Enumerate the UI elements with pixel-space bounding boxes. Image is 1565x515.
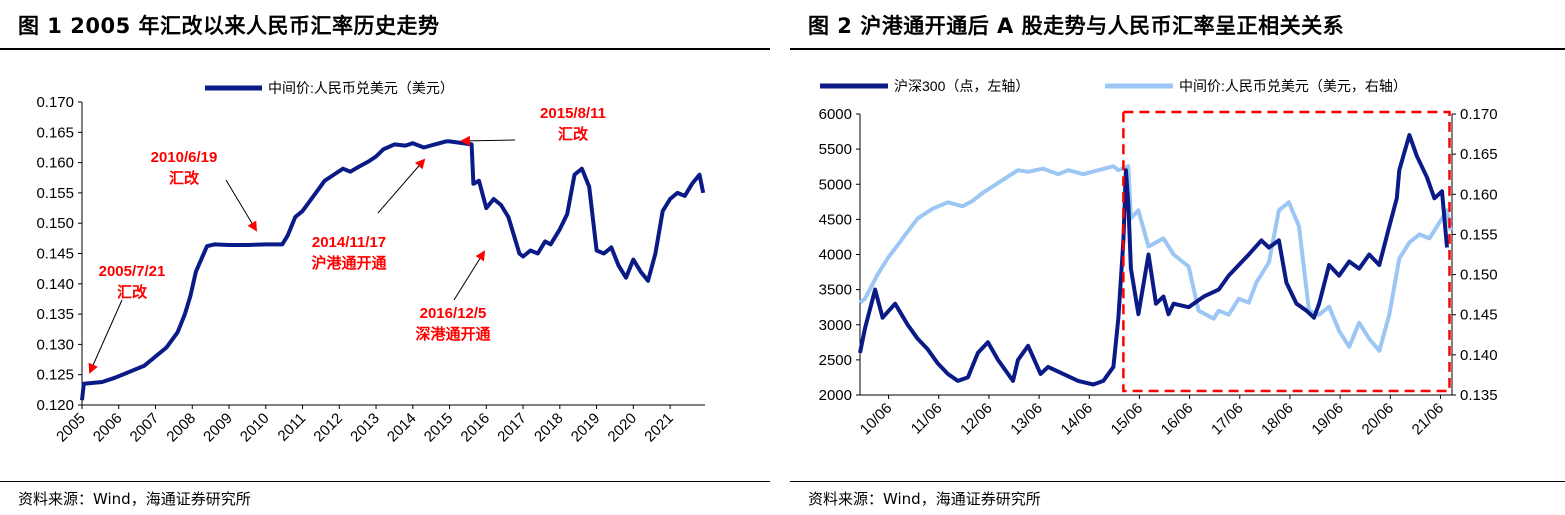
x-tick-label: 2020 (605, 410, 641, 446)
annotation-arrow (460, 135, 516, 146)
figure-2-source: 资料来源：Wind，海通证券研究所 (808, 490, 1041, 508)
y-left-tick-label: 3500 (819, 282, 852, 299)
figure-2-panel: 图 2 沪港通开通后 A 股走势与人民币汇率呈正相关关系 2000 2500 300… (790, 0, 1565, 515)
y-tick-label: 0.150 (36, 215, 74, 232)
x-tick-label: 2014 (384, 410, 420, 446)
x-tick-label: 20/06 (1359, 400, 1398, 439)
x-tick-label: 2007 (127, 410, 163, 446)
x-tick-label: 2010 (237, 410, 273, 446)
y-tick-label: 0.145 (36, 246, 74, 263)
x-tick-label: 2015 (421, 410, 457, 446)
y-right-tick-label: 0.145 (1460, 307, 1498, 324)
annotation-date: 2010/6/19 (151, 149, 218, 166)
y-right-tick-label: 0.170 (1460, 106, 1498, 123)
x-tick-label: 2005 (53, 410, 89, 446)
y-right-tick-label: 0.150 (1460, 267, 1498, 284)
annotation-event: 沪港通开通 (311, 254, 386, 272)
x-tick-label: 14/06 (1058, 400, 1097, 439)
highlight-box (1122, 110, 1451, 393)
annotation-event: 深港通开通 (415, 325, 490, 343)
x-tick-label: 12/06 (957, 400, 996, 439)
y-left-tick-label: 5500 (819, 141, 852, 158)
y-right-tick-label: 0.160 (1460, 186, 1498, 203)
annotation-event: 汇改 (558, 125, 589, 143)
annotation-date: 2016/12/5 (420, 305, 487, 322)
figure-1-title: 图 1 2005 年汇改以来人民币汇率历史走势 (18, 14, 440, 38)
figure-2-top-rule (790, 48, 1565, 50)
annotation-arrow (225, 179, 258, 232)
x-tick-label: 2013 (347, 410, 383, 446)
x-tick-label: 21/06 (1409, 400, 1448, 439)
annotation-date: 2005/7/21 (99, 263, 166, 280)
x-tick-label: 13/06 (1007, 400, 1046, 439)
annotation-date: 2015/8/11 (540, 105, 606, 122)
y-tick-label: 0.140 (36, 276, 74, 293)
y-right-tick-label: 0.140 (1460, 347, 1498, 364)
y-left-tick-label: 5000 (819, 176, 852, 193)
legend-label-cny: 中间价:人民币兑美元（美元） (268, 80, 454, 96)
series-line-csi300 (858, 133, 1449, 387)
figure-1-chart: 0.120 0.125 0.130 0.135 0.140 0.145 0.150 0.155… (36, 80, 706, 446)
legend-label-csi300: 沪深300（点，左轴） (894, 78, 1029, 94)
annotation-date: 2014/11/17 (312, 234, 386, 251)
x-tick-label: 19/06 (1308, 400, 1347, 439)
figure-2-bottom-rule (790, 481, 1565, 482)
figure-1-panel: 图 1 2005 年汇改以来人民币汇率历史走势 0.120 0.125 0.130 0… (0, 0, 770, 515)
figure-1-source: 资料来源：Wind，海通证券研究所 (18, 490, 251, 508)
y-tick-label: 0.125 (36, 367, 74, 384)
y-right-tick-label: 0.155 (1460, 226, 1498, 243)
x-tick-label: 2009 (200, 410, 236, 446)
y-left-tick-label: 4500 (819, 211, 852, 228)
x-tick-label: 2017 (494, 410, 530, 446)
annotation-event: 汇改 (117, 283, 148, 301)
y-right-tick-label: 0.135 (1460, 387, 1498, 404)
y-left-tick-label: 4000 (819, 247, 852, 264)
figure-1-bottom-rule (0, 481, 770, 482)
annotation-arrow (88, 299, 123, 374)
x-tick-label: 2016 (458, 410, 494, 446)
y-right-tick-label: 0.165 (1460, 146, 1498, 163)
y-left-tick-label: 3000 (819, 317, 852, 334)
annotation-arrow (377, 158, 426, 214)
x-tick-label: 2006 (90, 410, 126, 446)
x-tick-label: 2008 (163, 410, 199, 446)
figure-2-chart: 2000 2500 3000 3500 4000 4500 5000 5500 6000 0.13… (819, 78, 1498, 439)
x-tick-label: 17/06 (1208, 400, 1247, 439)
legend-label-cny: 中间价:人民币兑美元（美元，右轴） (1179, 78, 1407, 94)
x-tick-label: 2018 (531, 410, 567, 446)
y-tick-label: 0.170 (36, 94, 74, 111)
series-line-cny (858, 164, 1453, 353)
series-line-cny (80, 139, 706, 401)
x-tick-label: 2012 (310, 410, 346, 446)
figure-2-title: 图 2 沪港通开通后 A 股走势与人民币汇率呈正相关关系 (808, 14, 1345, 38)
x-tick-label: 10/06 (857, 400, 896, 439)
y-tick-label: 0.120 (36, 397, 74, 414)
y-left-tick-label: 2000 (819, 387, 852, 404)
y-tick-label: 0.135 (36, 306, 74, 323)
x-tick-label: 11/06 (908, 400, 946, 438)
x-tick-label: 2019 (568, 410, 604, 446)
x-tick-label: 16/06 (1158, 400, 1197, 439)
y-tick-label: 0.165 (36, 124, 74, 141)
annotation-arrow (453, 250, 486, 301)
x-tick-label: 2011 (275, 410, 310, 445)
x-tick-label: 18/06 (1258, 400, 1297, 439)
y-left-tick-label: 6000 (819, 106, 852, 123)
x-tick-label: 2021 (641, 410, 677, 446)
x-tick-label: 15/06 (1108, 400, 1147, 439)
annotation-event: 汇改 (169, 169, 200, 187)
y-tick-label: 0.160 (36, 155, 74, 172)
y-tick-label: 0.130 (36, 336, 74, 353)
figure-1-top-rule (0, 48, 770, 50)
y-left-tick-label: 2500 (819, 352, 852, 369)
y-tick-label: 0.155 (36, 185, 74, 202)
